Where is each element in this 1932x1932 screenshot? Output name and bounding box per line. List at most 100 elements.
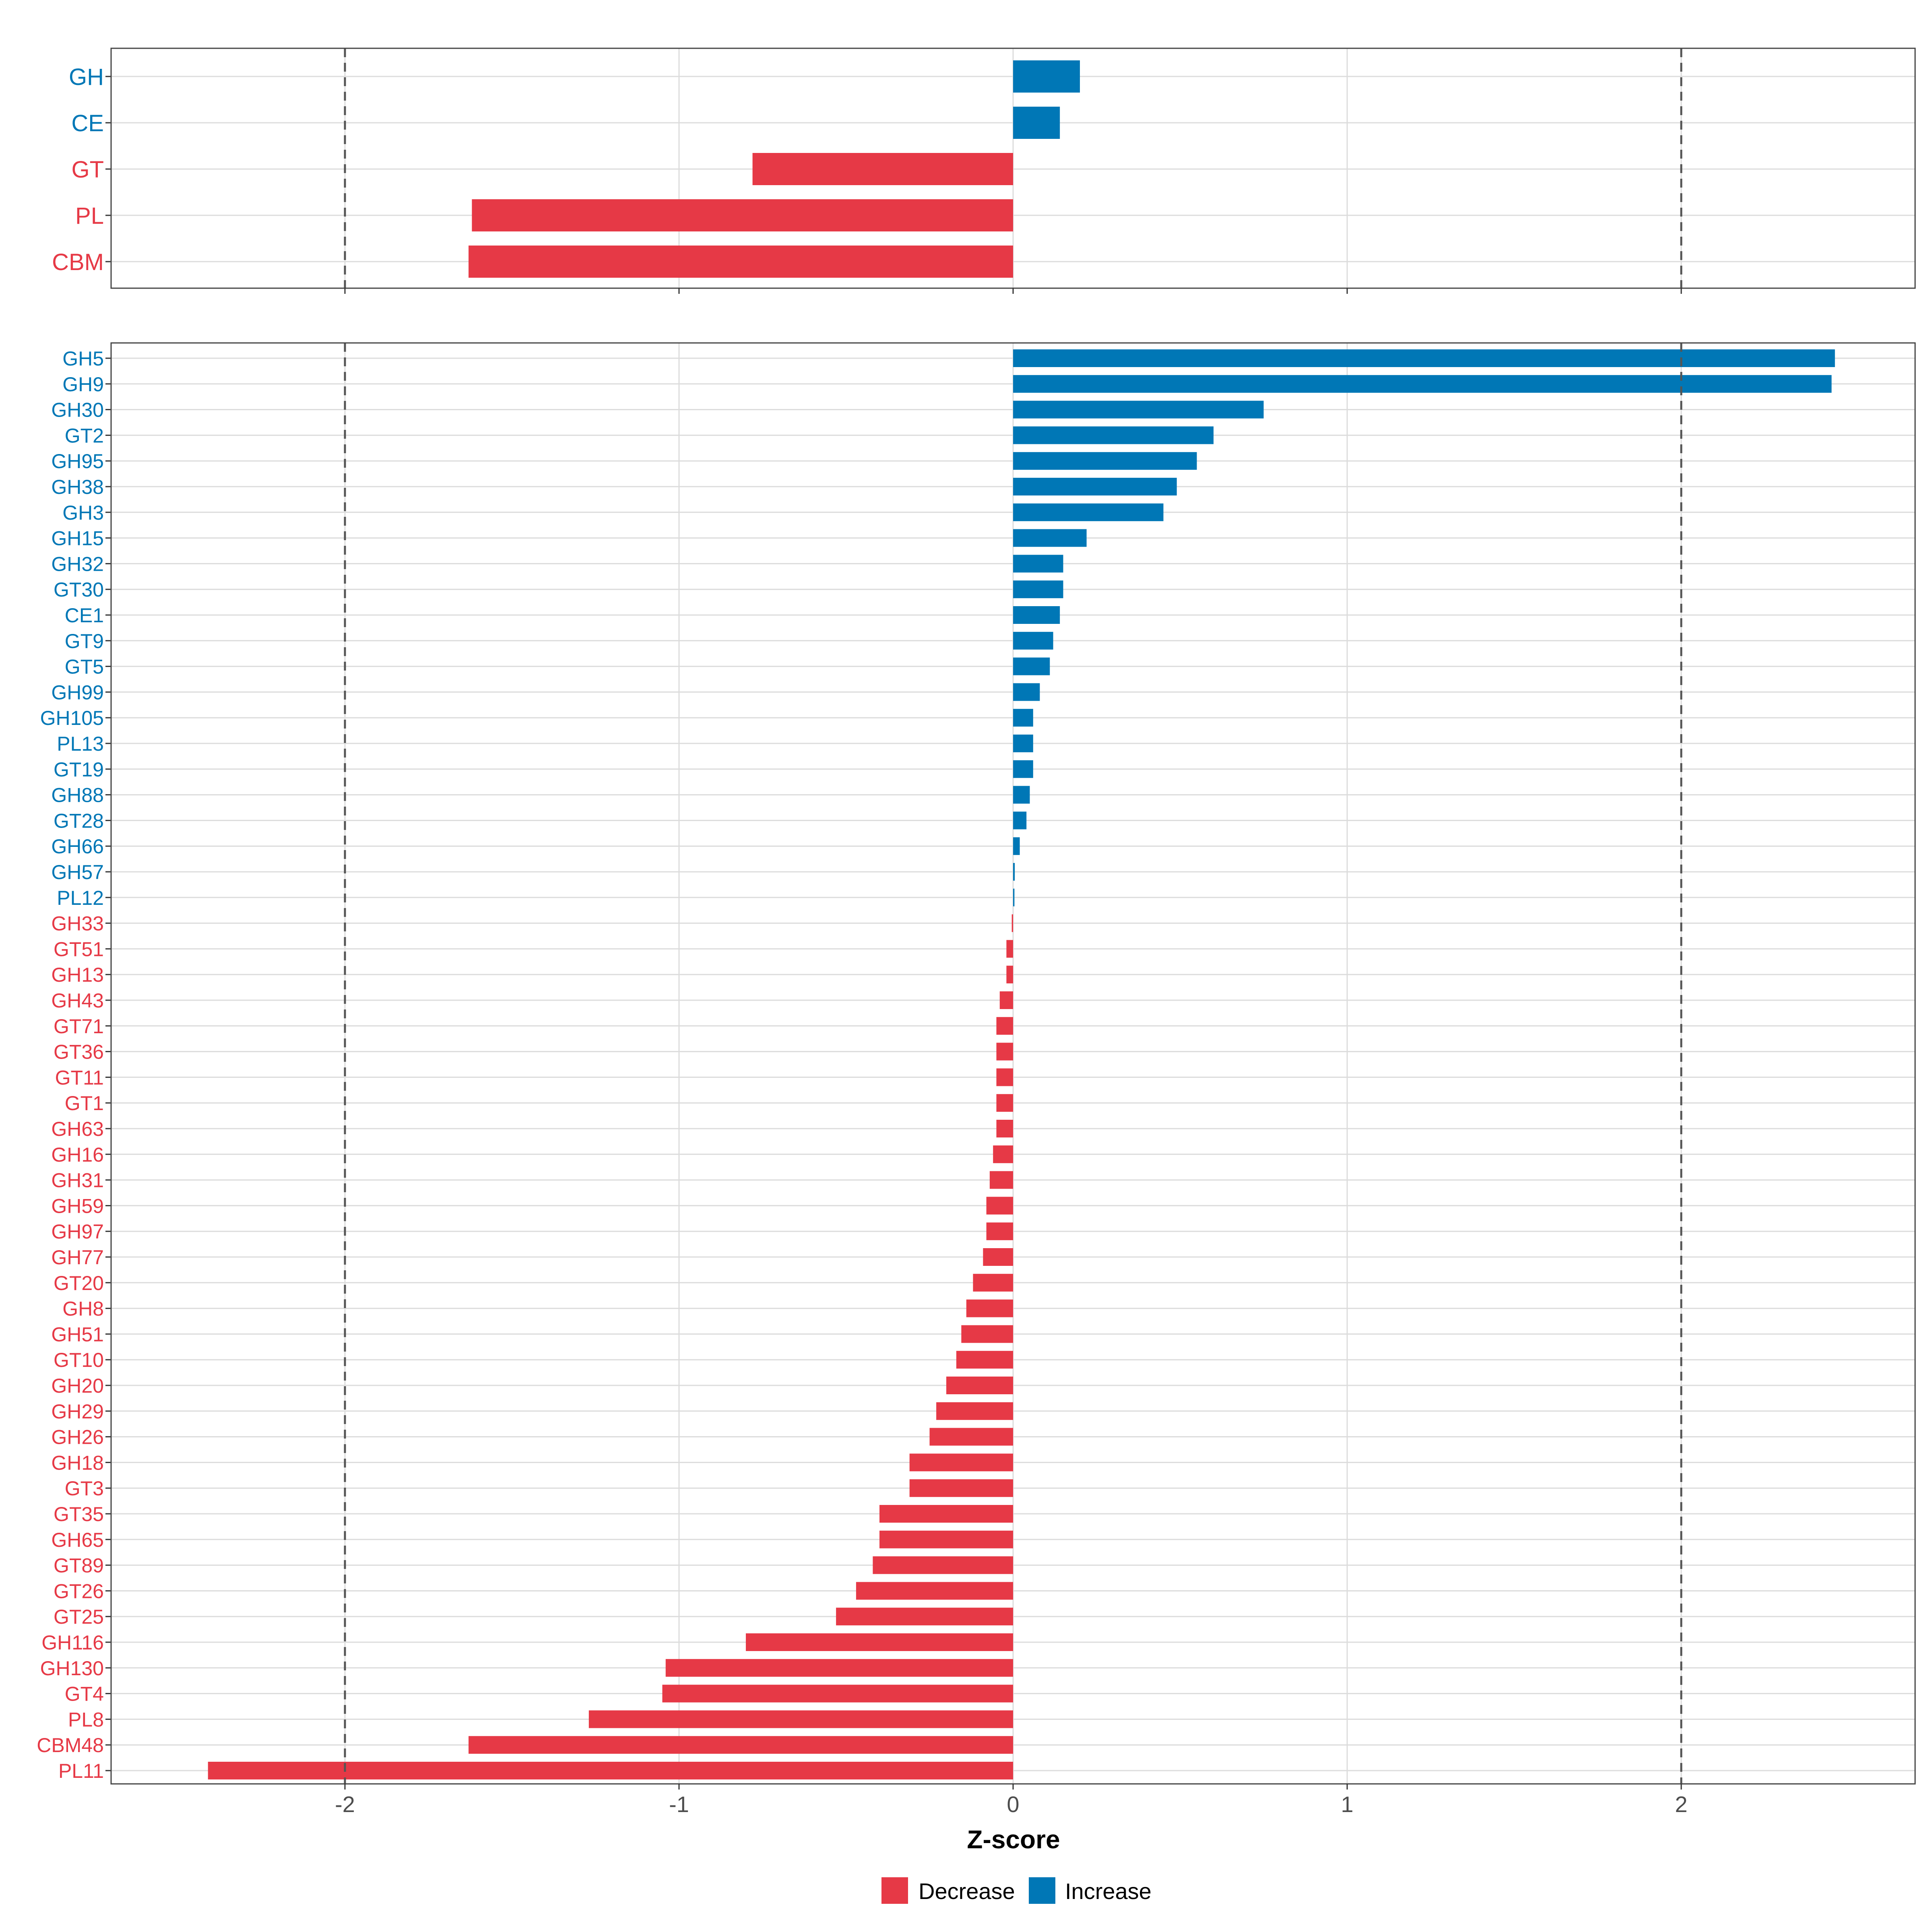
legend-label-increase: Increase: [1065, 1878, 1152, 1904]
bar-ce1: [1013, 606, 1060, 624]
x-tick-label: 0: [1007, 1792, 1019, 1817]
bar-gh65: [879, 1530, 1013, 1548]
bar-gh3: [1013, 503, 1164, 521]
bar-gh8: [966, 1299, 1013, 1317]
bar-gh59: [986, 1197, 1013, 1215]
bar-gt11: [996, 1068, 1013, 1086]
bar-gh30: [1013, 400, 1264, 419]
category-label-gh59: GH59: [51, 1195, 104, 1217]
bar-gt28: [1013, 811, 1027, 830]
bar-gh51: [961, 1325, 1013, 1343]
category-label-gh3: GH3: [62, 502, 104, 524]
bar-gt35: [879, 1505, 1013, 1523]
category-label-gh77: GH77: [51, 1246, 104, 1269]
bar-gh77: [983, 1248, 1013, 1266]
category-label-gh31: GH31: [51, 1169, 104, 1192]
category-label-gh66: GH66: [51, 835, 104, 858]
bar-gh16: [993, 1145, 1013, 1163]
top-panel: GH CE GT PL CBM: [52, 47, 1916, 294]
bar-gt19: [1013, 760, 1033, 778]
bar-gt25: [836, 1608, 1013, 1626]
bar-gh105: [1013, 709, 1033, 727]
bar-gh38: [1013, 478, 1177, 495]
category-label-gh29: GH29: [51, 1400, 104, 1423]
category-label-gt25: GT25: [54, 1606, 104, 1628]
category-label-gh15: GH15: [51, 527, 104, 550]
bottom-panel: GH5 GH9 GH30 GT2 GH95 GH38 GH3 GH15 GH32 GT30 CE1 G…: [37, 342, 1916, 1790]
bar-gt10: [956, 1351, 1013, 1369]
bar-gt3: [909, 1479, 1013, 1497]
bar-gt89: [873, 1556, 1013, 1574]
category-label-gt35: GT35: [54, 1503, 104, 1525]
x-tick-label: -1: [669, 1792, 689, 1817]
category-label-gt71: GT71: [54, 1015, 104, 1038]
bar-gt1: [996, 1094, 1013, 1112]
bar-gh43: [999, 991, 1013, 1009]
bar-gt4: [662, 1684, 1013, 1703]
bar-gh63: [996, 1120, 1013, 1137]
category-label-gh65: GH65: [51, 1529, 104, 1551]
category-label-gh5: GH5: [62, 347, 104, 370]
category-label-gh18: GH18: [51, 1451, 104, 1474]
category-label-gh88: GH88: [51, 784, 104, 807]
x-tick-label: 1: [1341, 1792, 1353, 1817]
bar-gt5: [1013, 657, 1050, 675]
bar-pl13: [1013, 735, 1033, 752]
bar-gh: [1013, 60, 1080, 93]
bar-gh130: [665, 1659, 1013, 1677]
category-label-gt3: GT3: [65, 1477, 104, 1500]
bar-gh13: [1006, 966, 1013, 984]
category-label-gt9: GT9: [65, 630, 104, 652]
category-label-gt51: GT51: [54, 938, 104, 960]
legend-swatch-decrease: [881, 1877, 908, 1904]
category-label-gt30: GT30: [54, 578, 104, 601]
legend-swatch-increase: [1029, 1877, 1055, 1904]
bar-gh18: [909, 1453, 1013, 1472]
bar-gh5: [1013, 349, 1835, 367]
bar-ce: [1013, 107, 1060, 139]
category-label-ce1: CE1: [65, 604, 104, 627]
category-label-gh30: GH30: [51, 399, 104, 421]
category-label-gt28: GT28: [54, 809, 104, 832]
category-label-gt2: GT2: [65, 424, 104, 447]
category-label-gh57: GH57: [51, 861, 104, 883]
category-label-pl8: PL8: [68, 1708, 104, 1731]
category-label-pl12: PL12: [57, 887, 104, 909]
bar-gh97: [986, 1222, 1013, 1241]
category-label-gt10: GT10: [54, 1349, 104, 1371]
bar-gh33: [1011, 914, 1013, 932]
category-label-gh51: GH51: [51, 1323, 104, 1346]
category-label-gh38: GH38: [51, 476, 104, 498]
bar-gh31: [989, 1171, 1013, 1189]
bar-gh15: [1013, 529, 1087, 547]
bar-gt9: [1013, 632, 1053, 650]
category-label-cbm: CBM: [52, 249, 104, 275]
bar-gh99: [1013, 683, 1040, 701]
category-label-pl13: PL13: [57, 733, 104, 755]
category-label-gh99: GH99: [51, 681, 104, 704]
category-label-gt5: GT5: [65, 656, 104, 678]
bar-gh26: [929, 1428, 1013, 1446]
bar-pl8: [588, 1710, 1013, 1728]
bar-cbm48: [469, 1736, 1013, 1754]
bar-gh32: [1013, 555, 1063, 573]
bar-gt30: [1013, 580, 1063, 599]
bar-pl: [472, 199, 1013, 231]
x-axis-title: Z-score: [967, 1825, 1060, 1854]
bar-gt26: [856, 1582, 1013, 1600]
category-label-gh16: GH16: [51, 1144, 104, 1166]
bar-gt71: [996, 1017, 1013, 1035]
category-label-gt36: GT36: [54, 1041, 104, 1063]
category-label-gh13: GH13: [51, 964, 104, 986]
category-label-cbm48: CBM48: [37, 1734, 104, 1757]
legend-label-decrease: Decrease: [919, 1878, 1015, 1904]
category-label-gh: GH: [69, 64, 104, 90]
category-label-ce: CE: [71, 110, 104, 136]
bar-gh57: [1013, 863, 1015, 881]
bar-gh9: [1013, 375, 1832, 393]
category-label-gh95: GH95: [51, 450, 104, 473]
category-label-gt89: GT89: [54, 1554, 104, 1577]
category-label-gh97: GH97: [51, 1220, 104, 1243]
x-tick-label: 2: [1675, 1792, 1687, 1817]
